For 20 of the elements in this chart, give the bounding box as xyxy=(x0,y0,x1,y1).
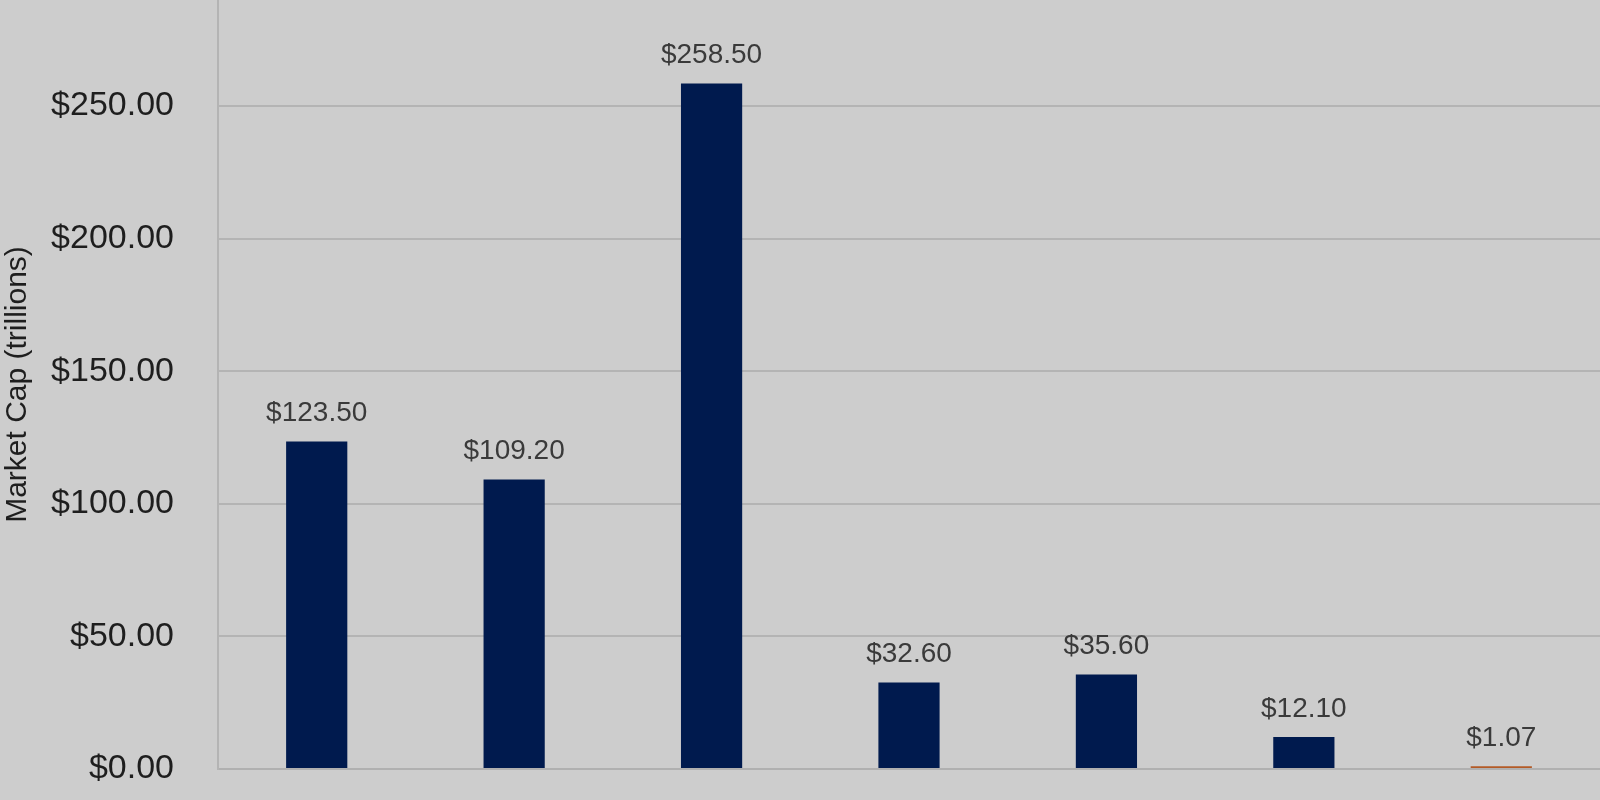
data-label: $258.50 xyxy=(660,38,763,70)
bar xyxy=(483,479,545,768)
y-axis-title: Market Cap (trillions) xyxy=(0,246,33,523)
data-label: $109.20 xyxy=(463,434,565,466)
y-tick-label: $50.00 xyxy=(70,614,174,653)
bar xyxy=(878,682,940,768)
y-tick-label: $0.00 xyxy=(88,747,174,786)
y-tick-label: $200.00 xyxy=(51,217,174,256)
data-label: $123.50 xyxy=(266,396,368,428)
y-tick-label: $250.00 xyxy=(51,84,174,123)
data-label: $1.07 xyxy=(1466,720,1537,752)
data-label: $35.60 xyxy=(1063,629,1150,661)
data-label: $32.60 xyxy=(866,637,952,669)
bar xyxy=(680,83,743,768)
bar xyxy=(1273,736,1335,768)
bar xyxy=(286,441,348,768)
y-tick-label: $100.00 xyxy=(51,482,174,521)
y-tick-label: $150.00 xyxy=(51,349,174,388)
bar xyxy=(1075,674,1138,768)
data-label: $12.10 xyxy=(1261,691,1347,723)
